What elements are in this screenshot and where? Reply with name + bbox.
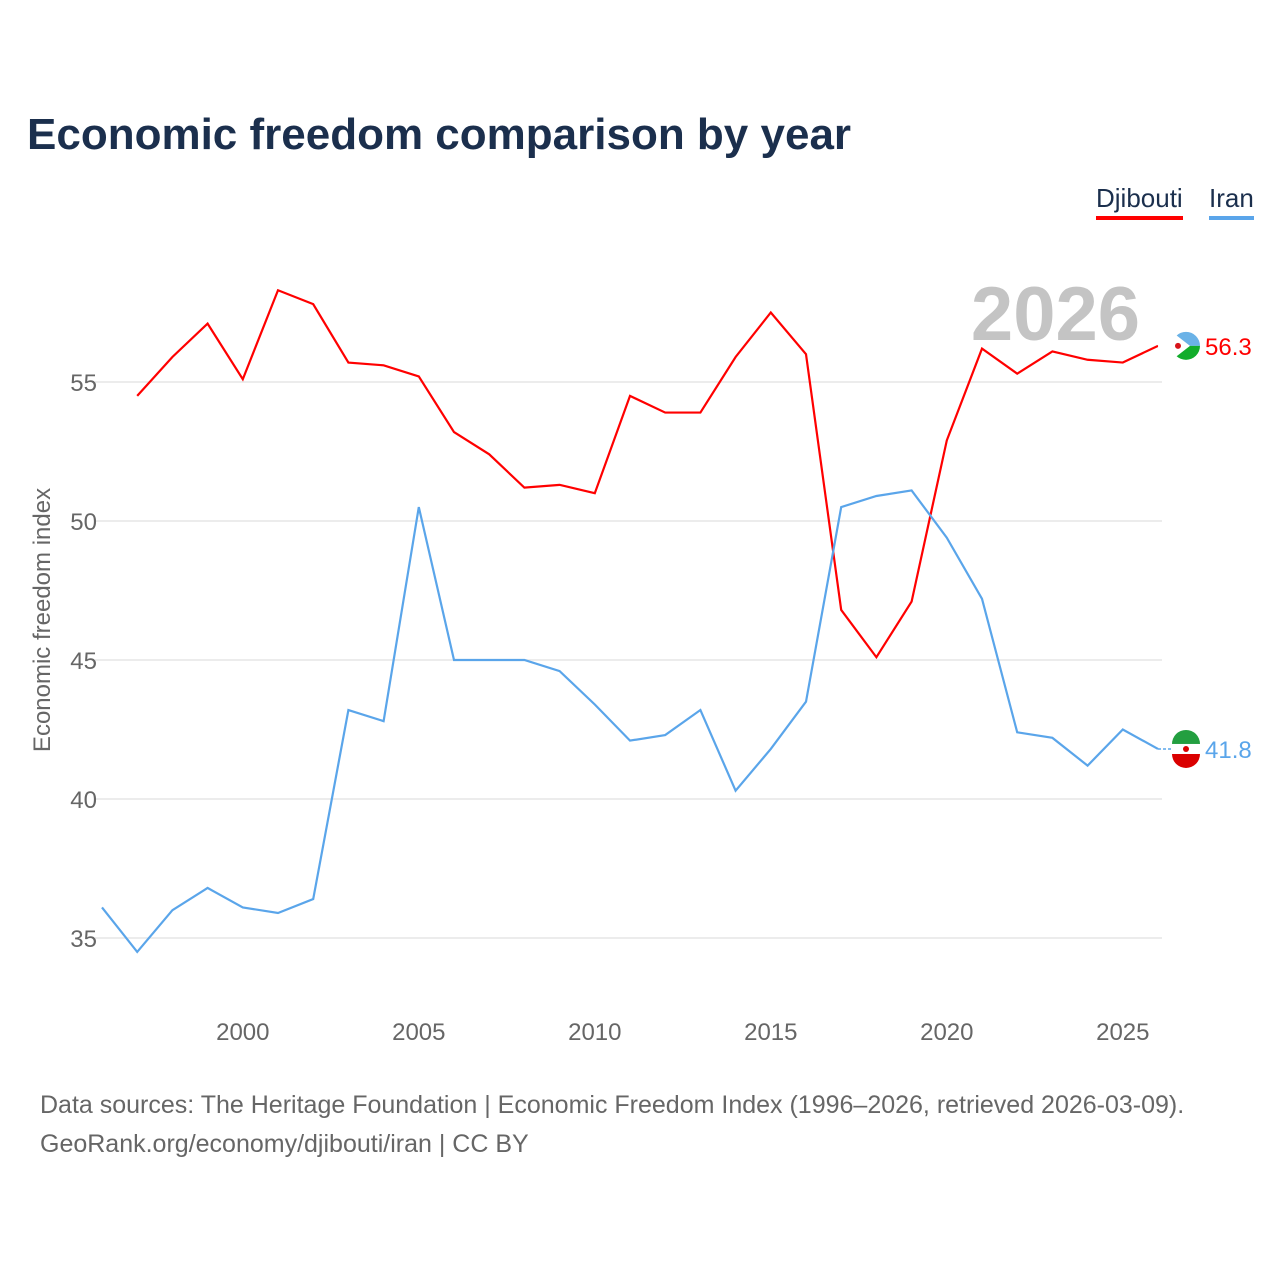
x-tick-label: 2015 bbox=[744, 1019, 797, 1046]
legend-iran[interactable]: Iran bbox=[1209, 183, 1254, 220]
footer: Data sources: The Heritage Foundation | … bbox=[40, 1086, 1184, 1164]
chart-title: Economic freedom comparison by year bbox=[27, 110, 852, 159]
y-tick-label: 45 bbox=[70, 648, 97, 675]
year-label: 2026 bbox=[971, 272, 1140, 357]
iran-flag-icon bbox=[1183, 745, 1189, 752]
legend-djibouti[interactable]: Djibouti bbox=[1096, 183, 1183, 220]
y-tick-label: 40 bbox=[70, 787, 97, 814]
end-value-label: 41.8 bbox=[1205, 737, 1252, 764]
y-tick-label: 55 bbox=[70, 370, 97, 397]
x-tick-label: 2020 bbox=[920, 1019, 973, 1046]
y-tick-label: 50 bbox=[70, 509, 97, 536]
end-value-label: 56.3 bbox=[1205, 334, 1252, 361]
footer-sources: Data sources: The Heritage Foundation | … bbox=[40, 1091, 1185, 1119]
djibouti-flag-icon bbox=[1158, 331, 1190, 360]
series-line-djibouti bbox=[136, 288, 1159, 660]
x-tick-label: 2005 bbox=[392, 1019, 445, 1046]
iran-flag-icon bbox=[1172, 753, 1200, 768]
y-tick-label: 35 bbox=[70, 926, 97, 953]
x-tick-label: 2000 bbox=[216, 1019, 269, 1046]
y-axis-label: Economic freedom index bbox=[29, 488, 56, 752]
x-tick-label: 2010 bbox=[568, 1019, 621, 1046]
x-tick-label: 2025 bbox=[1096, 1019, 1149, 1046]
footer-link[interactable]: GeoRank.org/economy/djibouti/iran | CC B… bbox=[40, 1130, 529, 1158]
djibouti-flag-icon bbox=[1175, 342, 1181, 349]
series-line-iran bbox=[101, 489, 1159, 954]
iran-flag-icon bbox=[1172, 729, 1200, 744]
